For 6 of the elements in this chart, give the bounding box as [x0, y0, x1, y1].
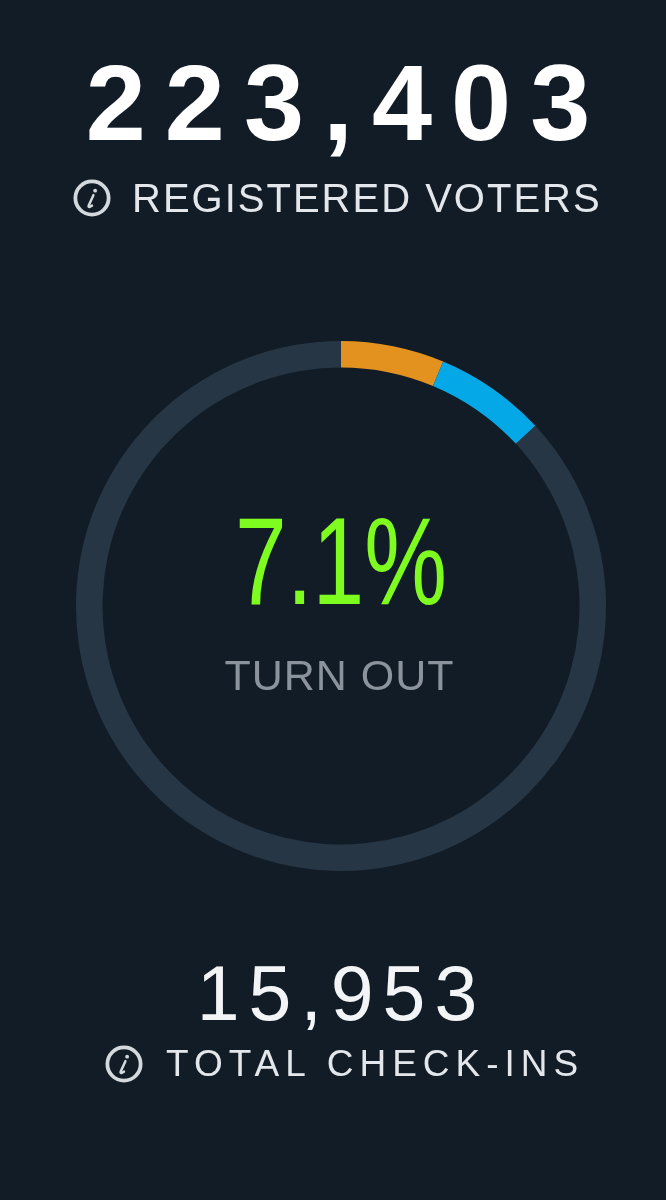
text: TURN OUT [224, 651, 455, 699]
text: 7.1% [235, 492, 447, 630]
text: 15,953 [196, 950, 487, 1036]
text: TOTAL CHECK-INS [166, 1043, 585, 1084]
text: REGISTERED VOTERS [132, 176, 602, 220]
text: 223,403 [85, 42, 610, 163]
